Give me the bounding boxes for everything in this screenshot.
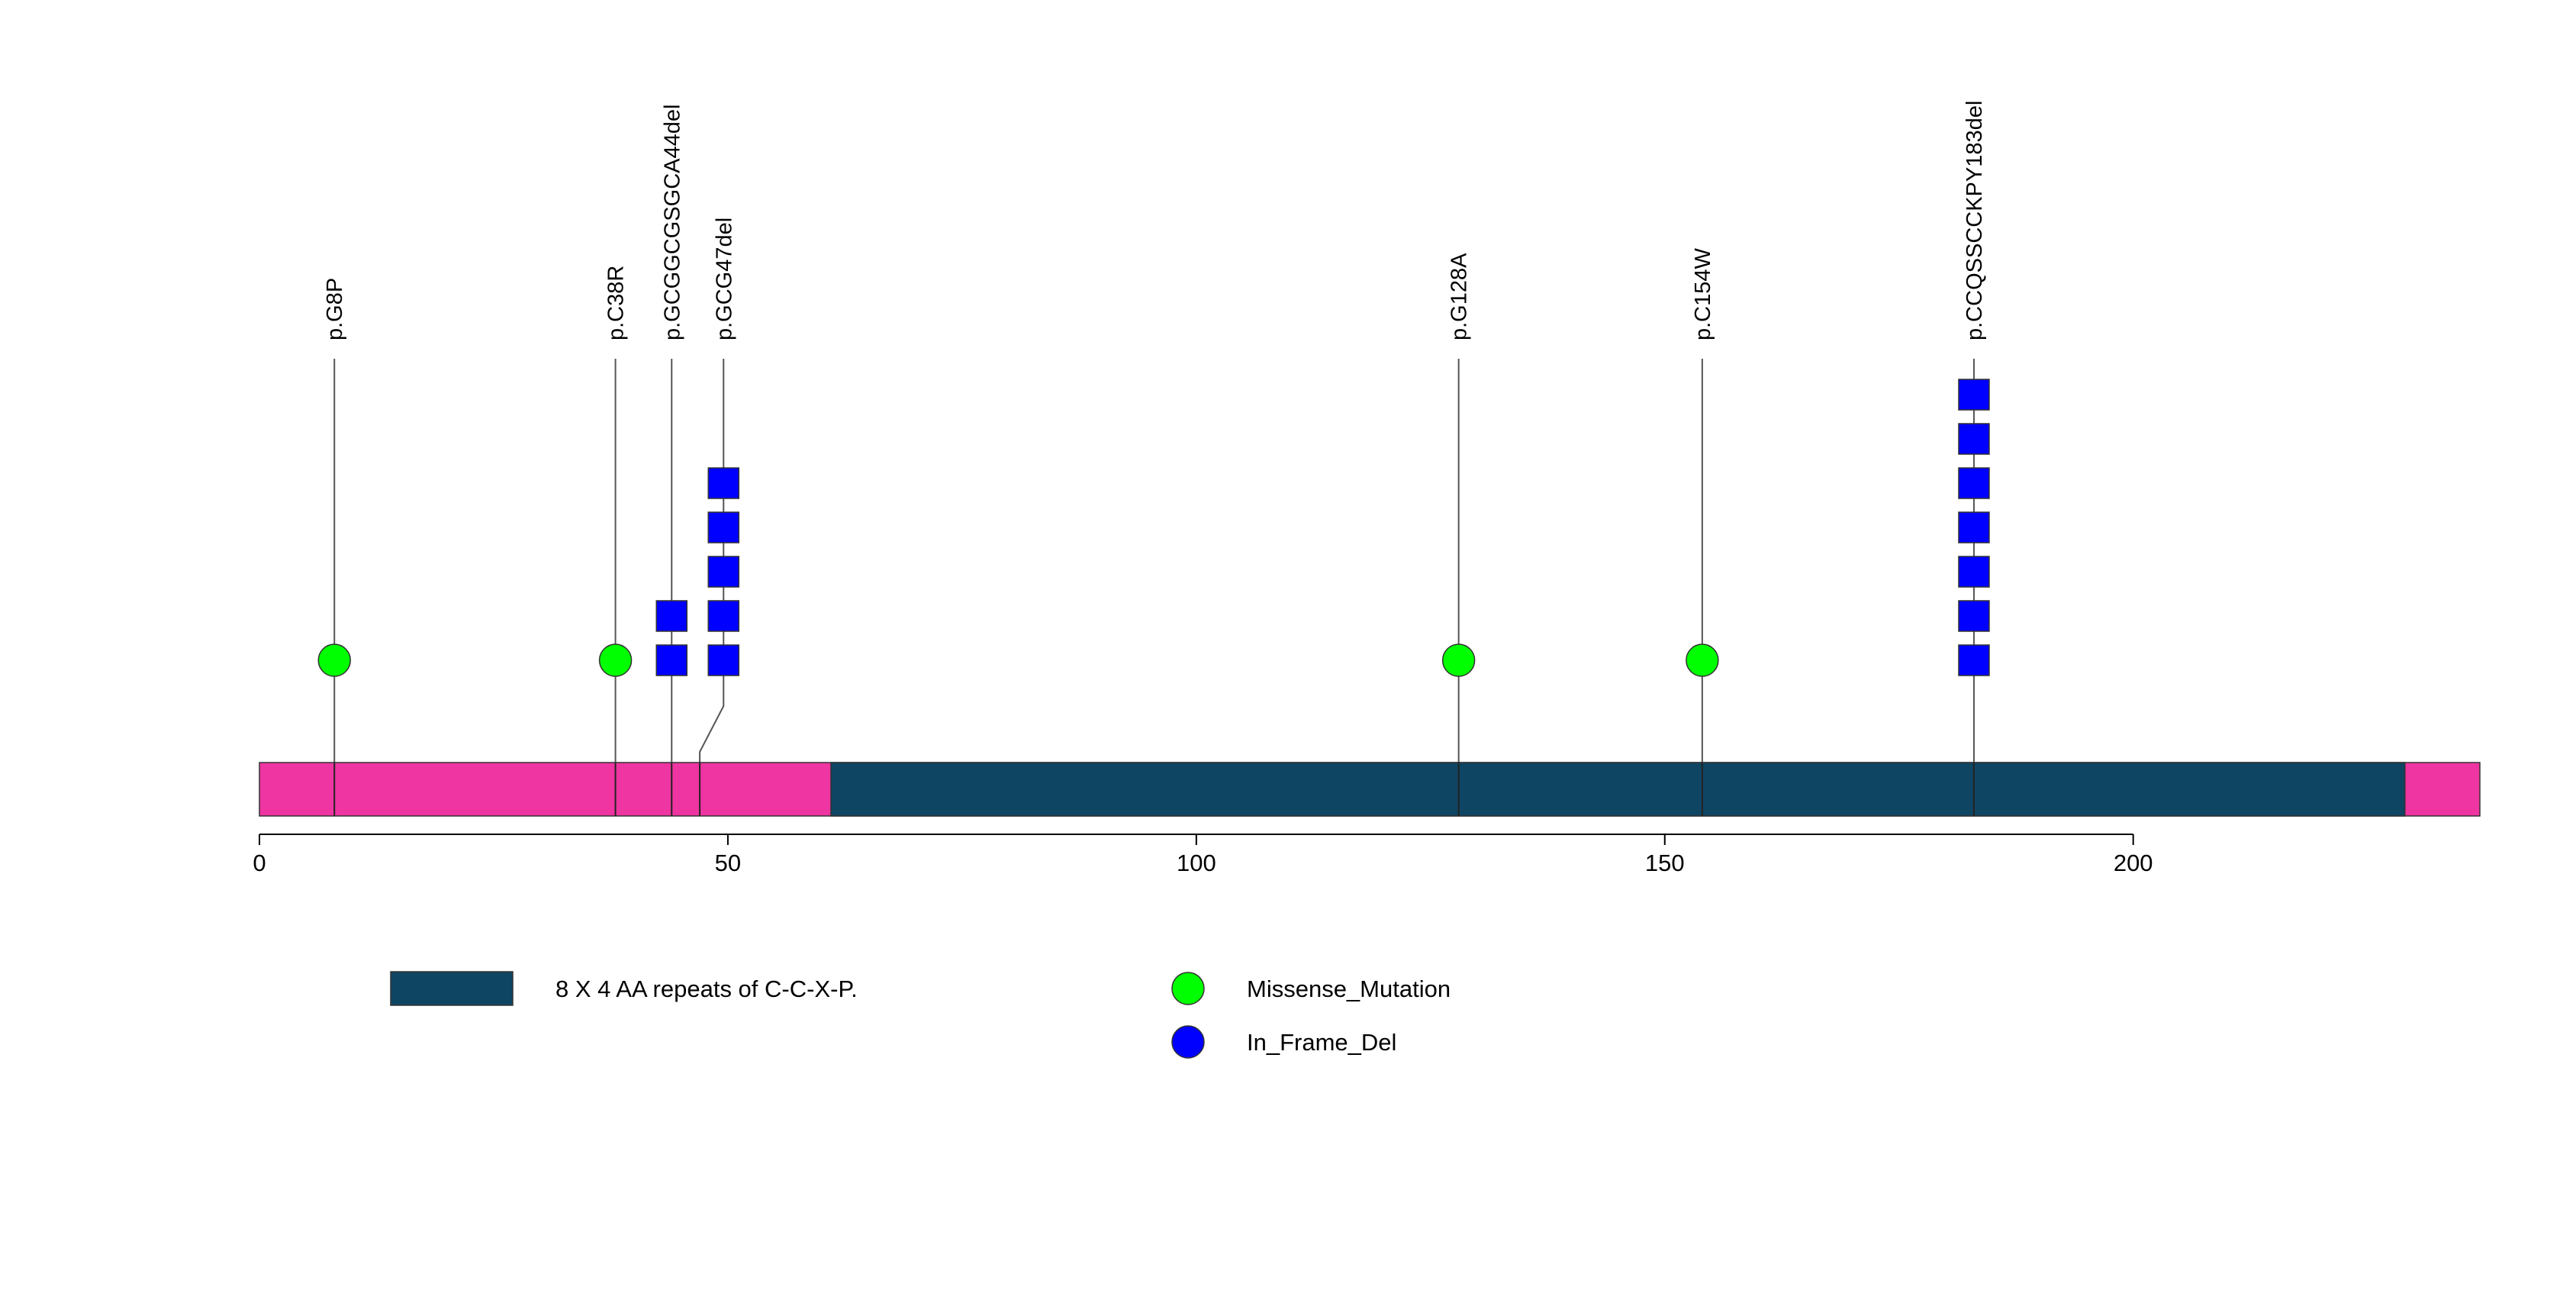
mutation-marker-p.CCQSSCCKPY183del bbox=[1958, 379, 1990, 411]
mutation-marker-p.GCG47del bbox=[707, 600, 740, 632]
x-tick-label: 200 bbox=[2114, 850, 2153, 876]
mutation-marker-p.CCQSSCCKPY183del bbox=[1958, 467, 1990, 499]
mutation-marker-p.GCGGCGSGCA44del bbox=[655, 600, 688, 632]
x-tick-label: 0 bbox=[253, 850, 266, 876]
domain-8 X 4 AA repeats of C-C-X-P. bbox=[830, 762, 2406, 817]
x-axis: 0 50 100 150 200 bbox=[253, 834, 2153, 876]
mutation-marker-p.G128A bbox=[1441, 643, 1476, 677]
legend-mutation-label: Missense_Mutation bbox=[1247, 976, 1451, 1002]
mutation-connectors bbox=[333, 359, 1975, 816]
mutation-label: p.GCG47del bbox=[712, 218, 736, 340]
mutation-label: p.C154W bbox=[1691, 247, 1715, 340]
mutation-marker-p.CCQSSCCKPY183del bbox=[1958, 556, 1990, 588]
mutation-markers bbox=[317, 379, 1990, 677]
mutation-label: p.C38R bbox=[604, 266, 629, 340]
mutation-marker-p.GCG47del bbox=[707, 511, 740, 543]
legend-mutation-label: In_Frame_Del bbox=[1247, 1029, 1396, 1056]
mutation-marker-p.GCG47del bbox=[707, 556, 740, 588]
mutation-marker-p.GCG47del bbox=[707, 644, 740, 676]
mutation-marker-p.C154W bbox=[1686, 643, 1719, 677]
mutation-marker-p.CCQSSCCKPY183del bbox=[1958, 644, 1990, 676]
legend-domain-swatch bbox=[390, 971, 514, 1006]
x-tick-label: 100 bbox=[1177, 850, 1216, 876]
legend-domain-label: 8 X 4 AA repeats of C-C-X-P. bbox=[555, 976, 858, 1002]
mutation-marker-p.CCQSSCCKPY183del bbox=[1958, 423, 1990, 455]
mutation-marker-p.G8P bbox=[317, 643, 351, 677]
mutation-marker-p.CCQSSCCKPY183del bbox=[1958, 600, 1990, 632]
legend-inframe-icon bbox=[1171, 1025, 1205, 1059]
mutation-label: p.G8P bbox=[323, 278, 347, 340]
x-tick-label: 150 bbox=[1645, 850, 1685, 876]
mutation-marker-p.GCGGCGSGCA44del bbox=[655, 644, 688, 676]
mutation-marker-p.CCQSSCCKPY183del bbox=[1958, 511, 1990, 543]
mutation-marker-p.C38R bbox=[598, 643, 633, 677]
protein-backbone-layer bbox=[259, 762, 2481, 817]
x-tick-label: 50 bbox=[715, 850, 741, 876]
legend: 8 X 4 AA repeats of C-C-X-P. Missense_Mut… bbox=[390, 971, 1451, 1059]
mutation-marker-p.GCG47del bbox=[707, 467, 740, 499]
mutation-label: p.CCQSSCCKPY183del bbox=[1963, 101, 1987, 340]
legend-missense-icon bbox=[1171, 972, 1205, 1005]
mutation-labels: p.G8P p.C38R p.GCGGCGSGCA44del p.GCG47del p.… bbox=[323, 101, 1987, 340]
mutation-label: p.GCGGCGSGCA44del bbox=[660, 105, 684, 340]
mutation-label: p.G128A bbox=[1447, 253, 1472, 340]
